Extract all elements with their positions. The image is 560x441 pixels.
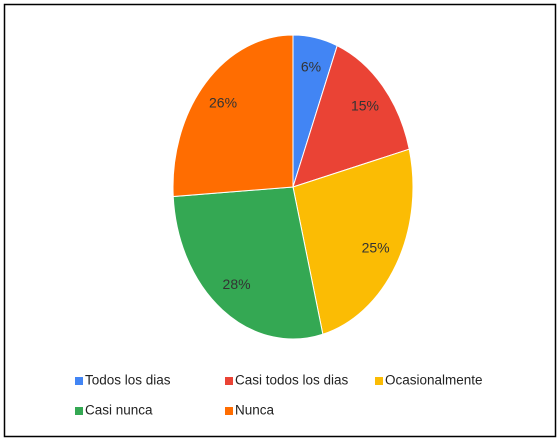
- legend-swatch: [225, 377, 233, 385]
- pie-slice: [292, 44, 410, 188]
- pie-slice: [292, 148, 414, 335]
- legend-label: Ocasionalmente: [385, 373, 483, 388]
- legend-swatch: [75, 407, 83, 415]
- pie-slice: [172, 34, 294, 198]
- data-label: 15%: [351, 97, 379, 113]
- pie-slice: [172, 186, 324, 340]
- data-label: 6%: [301, 58, 321, 74]
- data-label: 25%: [362, 240, 390, 256]
- legend-swatch: [225, 407, 233, 415]
- legend-label: Casi todos los dias: [235, 373, 349, 388]
- legend-swatch: [375, 377, 383, 385]
- legend-label: Todos los dias: [85, 373, 171, 388]
- legend-label: Nunca: [235, 403, 275, 418]
- legend-label: Casi nunca: [85, 403, 153, 418]
- data-label: 26%: [209, 94, 237, 110]
- data-label: 28%: [223, 276, 251, 292]
- legend-swatch: [75, 377, 83, 385]
